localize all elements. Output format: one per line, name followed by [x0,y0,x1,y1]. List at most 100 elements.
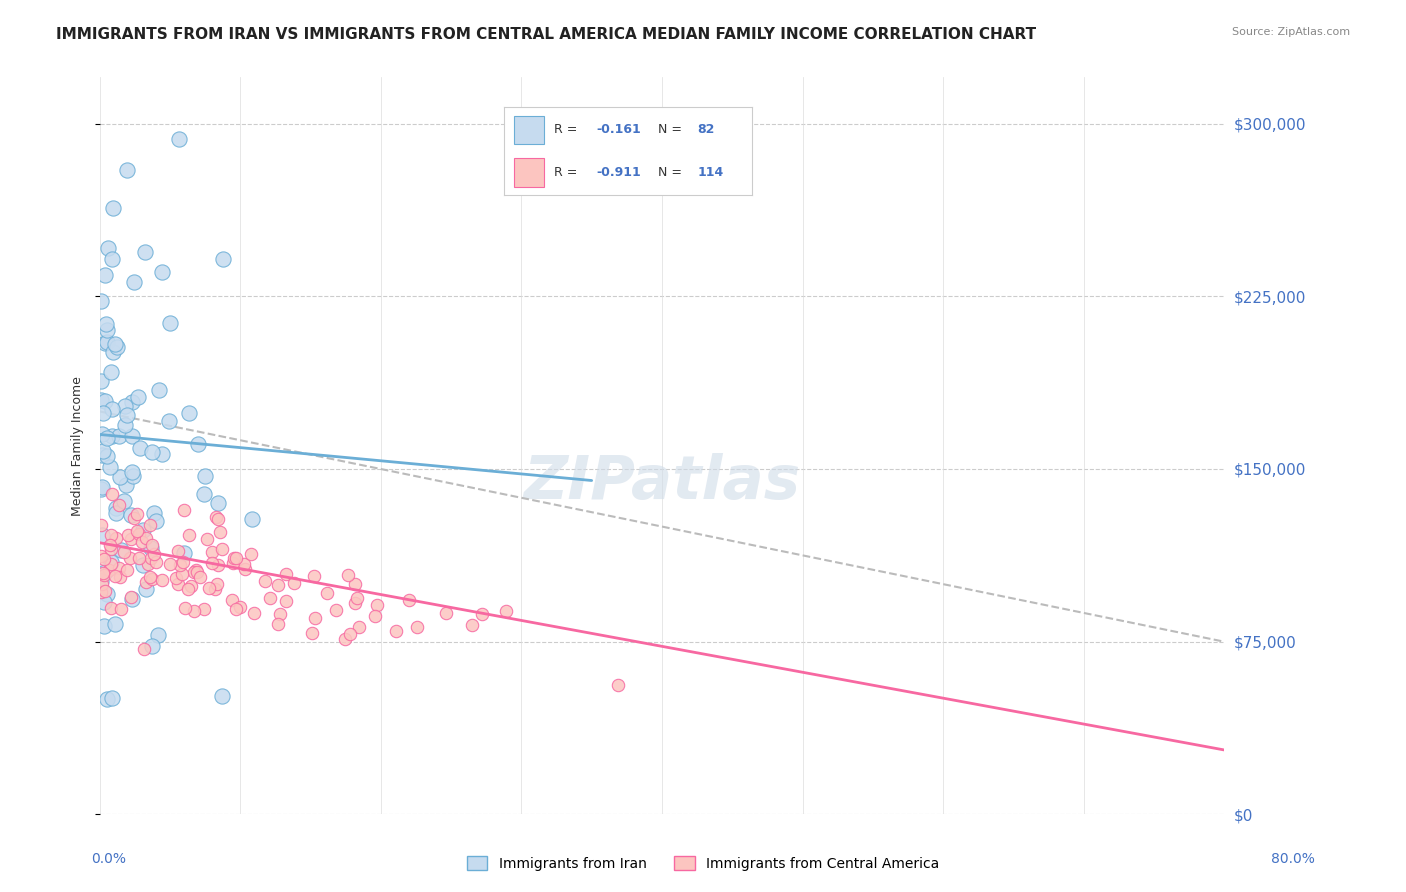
Point [195,532,218,546]
Point [100,555,122,569]
Text: IMMIGRANTS FROM IRAN VS IMMIGRANTS FROM CENTRAL AMERICA MEDIAN FAMILY INCOME COR: IMMIGRANTS FROM IRAN VS IMMIGRANTS FROM … [56,27,1036,42]
Point [114,478,136,492]
Point [177,528,200,542]
Point [94,584,117,599]
Point [91,443,114,458]
Point [461,618,484,632]
Point [131,535,153,549]
Point [120,533,142,547]
Point [118,551,141,566]
Text: 0.0%: 0.0% [91,852,127,866]
Point [96,335,118,350]
Point [259,591,281,605]
Point [347,620,370,634]
Point [129,441,152,455]
Point [222,557,245,571]
Point [211,542,233,557]
Point [101,428,124,442]
Point [240,512,263,526]
Point [333,632,356,646]
Point [90,528,112,542]
Point [495,604,517,618]
Point [94,394,117,409]
Point [194,468,217,483]
Point [121,395,143,409]
Point [232,558,254,572]
Point [97,241,120,255]
Point [105,500,128,515]
Point [141,639,163,653]
Point [143,547,166,561]
Point [96,587,118,601]
Point [108,560,131,574]
Point [93,618,115,632]
Point [207,496,229,510]
Point [108,428,131,442]
Point [363,609,385,624]
Point [121,592,143,607]
Point [301,626,323,640]
Point [131,558,153,572]
Point [117,528,139,542]
Point [100,691,122,706]
Point [114,399,136,413]
Point [186,563,208,577]
Point [398,593,420,607]
Point [94,336,117,351]
Point [146,628,169,642]
Point [96,449,118,463]
Point [100,528,122,542]
Point [100,601,122,615]
Point [115,563,138,577]
Point [100,252,122,267]
Point [276,594,298,608]
Point [180,579,202,593]
Point [105,532,128,546]
Point [98,460,121,475]
Point [115,163,138,178]
Point [94,565,117,579]
Point [240,547,263,561]
Point [108,499,131,513]
Point [186,566,208,580]
Point [141,572,163,586]
Point [201,545,224,559]
Point [211,690,233,704]
Point [90,517,112,532]
Point [90,448,112,462]
Point [128,551,150,566]
Point [141,537,163,551]
Point [150,265,173,279]
Point [110,601,132,615]
Point [93,568,115,582]
Point [233,562,256,576]
Point [112,493,135,508]
Y-axis label: Median Family Income: Median Family Income [72,376,84,516]
Point [135,582,157,596]
Point [120,508,142,522]
Point [187,437,209,451]
Point [211,252,233,266]
Point [243,607,266,621]
Point [225,551,247,566]
Point [122,276,145,290]
Point [104,569,127,583]
Point [304,611,326,625]
Point [204,582,226,597]
Point [136,557,159,571]
Point [96,692,118,706]
Point [110,570,132,584]
Point [96,323,118,337]
Point [188,570,211,584]
Point [170,567,193,582]
Point [105,340,128,354]
Point [103,344,125,359]
Point [121,468,143,483]
Point [135,532,157,546]
Point [108,470,131,484]
Point [173,546,195,560]
Point [159,557,181,571]
Point [193,487,215,501]
Point [104,617,127,632]
Text: Source: ZipAtlas.com: Source: ZipAtlas.com [1232,27,1350,37]
